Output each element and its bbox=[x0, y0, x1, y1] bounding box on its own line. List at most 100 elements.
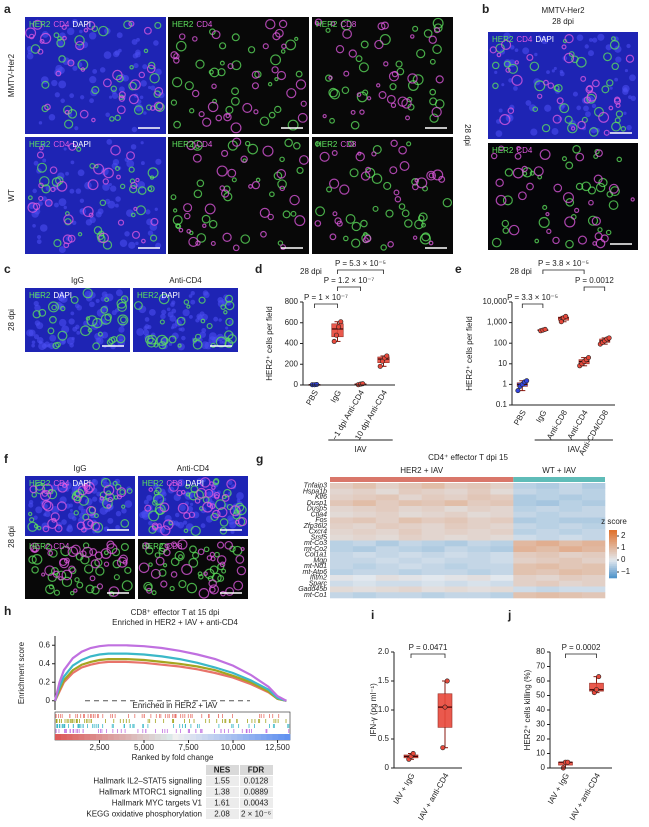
colorbar-step bbox=[609, 544, 617, 547]
stained-cell bbox=[115, 74, 124, 83]
y-tick-label: 0.2 bbox=[39, 677, 51, 686]
gene-label: Fos bbox=[315, 517, 327, 524]
stained-cell bbox=[154, 86, 164, 96]
heatmap-cell bbox=[582, 569, 606, 576]
stained-cell bbox=[77, 59, 89, 71]
stained-cell bbox=[276, 169, 287, 179]
stained-cell bbox=[331, 149, 338, 156]
nucleus bbox=[31, 343, 35, 348]
panel-letter: g bbox=[256, 452, 263, 466]
heatmap-cell bbox=[421, 569, 445, 576]
rank-gradient bbox=[125, 734, 132, 740]
heatmap-cell bbox=[330, 488, 354, 495]
significance-bracket bbox=[314, 303, 338, 308]
nucleus bbox=[74, 126, 79, 131]
y-tick-label: 80 bbox=[536, 647, 545, 656]
heatmap-cell bbox=[559, 569, 583, 576]
stained-cell bbox=[377, 22, 386, 31]
stained-cell bbox=[221, 149, 229, 158]
stained-cell bbox=[141, 238, 146, 244]
stained-cell bbox=[173, 120, 181, 129]
stained-cell bbox=[225, 317, 234, 327]
nucleus bbox=[180, 327, 185, 332]
heatmap-cell bbox=[559, 529, 583, 536]
nucleus bbox=[115, 289, 123, 297]
y-tick-label: 20 bbox=[536, 734, 545, 743]
stained-cell bbox=[196, 179, 205, 188]
heatmap-cell bbox=[467, 557, 491, 564]
nucleus bbox=[553, 66, 557, 71]
stained-cell bbox=[498, 145, 505, 152]
stained-cell bbox=[144, 504, 152, 512]
stain-word: CD4 bbox=[196, 140, 213, 149]
nucleus bbox=[623, 111, 627, 115]
stained-cell bbox=[429, 97, 438, 106]
stained-cell bbox=[124, 566, 132, 574]
nucleus bbox=[584, 44, 589, 49]
stained-cell bbox=[112, 69, 123, 81]
stained-cell bbox=[598, 111, 610, 123]
stained-cell bbox=[564, 216, 576, 228]
heatmap-cell bbox=[490, 483, 514, 490]
stained-cell bbox=[76, 581, 84, 589]
stained-cell bbox=[385, 209, 394, 218]
heatmap-cell bbox=[375, 523, 400, 530]
stained-cell bbox=[616, 156, 623, 163]
heatmap-cell bbox=[536, 546, 560, 553]
row-label: MMTV-Her2 bbox=[7, 53, 16, 97]
gene-label: Dusp1 bbox=[307, 500, 327, 507]
nucleus bbox=[615, 56, 622, 63]
heatmap-cell bbox=[513, 546, 537, 553]
stained-cell bbox=[86, 21, 96, 30]
stained-cell bbox=[410, 34, 415, 39]
stained-cell bbox=[286, 88, 297, 99]
nucleus bbox=[131, 126, 138, 133]
heatmap-cell bbox=[421, 557, 445, 564]
stained-cell bbox=[348, 49, 357, 58]
group-label: WT + IAV bbox=[542, 466, 576, 475]
stain-word: HER2 bbox=[492, 146, 514, 155]
nucleus bbox=[105, 112, 110, 117]
rank-gradient bbox=[172, 734, 179, 740]
stained-cell bbox=[247, 143, 259, 155]
stain-word: DAPI bbox=[161, 291, 180, 300]
stain-word: HER2 bbox=[172, 140, 194, 149]
stained-cell bbox=[202, 117, 212, 127]
heatmap-cell bbox=[398, 511, 422, 518]
stained-cell bbox=[227, 63, 234, 70]
heatmap-cell bbox=[490, 534, 514, 541]
nucleus bbox=[161, 491, 167, 497]
heatmap-cell bbox=[536, 552, 560, 559]
stained-cell bbox=[407, 80, 419, 91]
stained-cell bbox=[50, 186, 56, 193]
stained-cell bbox=[514, 152, 522, 160]
heatmap-cell bbox=[330, 592, 354, 599]
nucleus bbox=[494, 70, 498, 74]
stained-cell bbox=[251, 82, 260, 90]
heatmap-cell bbox=[444, 580, 468, 587]
heatmap-cell bbox=[352, 483, 377, 490]
nucleus bbox=[49, 334, 57, 342]
stained-cell bbox=[329, 117, 335, 124]
stained-cell bbox=[360, 219, 368, 228]
nucleus bbox=[114, 478, 121, 485]
stained-cell bbox=[96, 583, 104, 590]
stained-cell bbox=[108, 586, 120, 597]
nucleus bbox=[51, 505, 60, 514]
stained-cell bbox=[55, 176, 64, 185]
nucleus bbox=[136, 37, 140, 42]
stained-cell bbox=[553, 183, 563, 193]
nucleus bbox=[216, 490, 221, 495]
stained-cell bbox=[204, 203, 216, 215]
nucleus bbox=[115, 525, 121, 530]
nucleus bbox=[35, 506, 43, 514]
stained-cell bbox=[190, 525, 201, 537]
stained-cell bbox=[28, 33, 35, 40]
stained-cell bbox=[314, 20, 320, 26]
stained-cell bbox=[561, 44, 567, 50]
stained-cell bbox=[429, 113, 439, 123]
y-tick-label: 1.0 bbox=[378, 705, 390, 714]
stained-cell bbox=[552, 114, 562, 124]
stained-cell bbox=[208, 69, 214, 75]
stained-cell bbox=[349, 168, 359, 178]
